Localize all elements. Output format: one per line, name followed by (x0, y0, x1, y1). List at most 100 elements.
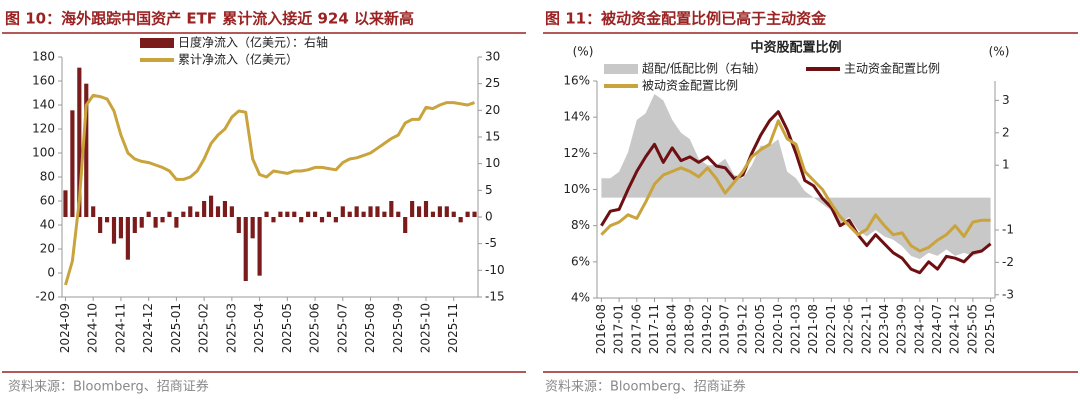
x-tick-label: 2024-02 (912, 304, 926, 354)
bar (202, 201, 207, 217)
bar (319, 217, 325, 223)
legend-swatch (604, 64, 638, 74)
x-tick-label: 2025-08 (363, 303, 377, 353)
y-tick-label: 10% (563, 182, 590, 196)
y-tick-label: 20 (40, 242, 55, 256)
bar (271, 217, 276, 223)
y-tick-label: 100 (32, 146, 55, 160)
bar (91, 206, 96, 217)
y2-tick-label: 25 (485, 76, 500, 90)
bar (146, 211, 151, 217)
y2-tick-label: -3 (1002, 287, 1014, 301)
y-tick-label: 0 (47, 266, 55, 280)
line (600, 119, 991, 253)
y-tick-label: 180 (32, 50, 55, 64)
bar (423, 201, 429, 217)
y-tick-label: -20 (35, 290, 55, 304)
source-note: 资料来源：Bloomberg、招商证券 (8, 379, 209, 395)
y2-tick-label: 10 (485, 156, 500, 170)
bar (299, 217, 304, 223)
y-tick-label: 4% (571, 291, 590, 305)
bar (403, 217, 408, 233)
bar (382, 211, 387, 217)
x-tick-label: 2025-07 (335, 303, 349, 353)
bar (437, 206, 442, 217)
y-tick-label: 80 (40, 170, 55, 184)
y2-tick-label: -5 (485, 236, 497, 250)
bar (222, 201, 228, 217)
y2-tick-label: -1 (1002, 222, 1014, 236)
y-tick-label: 6% (571, 254, 590, 268)
bar (451, 211, 456, 217)
bar (63, 190, 68, 217)
y-tick-label: 12% (563, 146, 590, 160)
x-tick-label: 2023-09 (895, 304, 909, 354)
figure-caption: 图 10：海外跟踪中国资产 ETF 累计流入接近 924 以来新高 (5, 10, 414, 28)
bar (174, 217, 179, 228)
x-tick-label: 2019-12 (735, 304, 749, 354)
y2-tick-label: 20 (485, 103, 500, 117)
bar (410, 201, 415, 217)
bar (229, 206, 234, 217)
x-tick-label: 2023-04 (877, 304, 891, 354)
legend-swatch (140, 38, 174, 48)
bar (306, 211, 311, 217)
x-tick-label: 2024-10 (86, 303, 100, 353)
x-tick-label: 2020-10 (771, 304, 785, 354)
bar (167, 211, 172, 217)
x-tick-label: 2017-06 (629, 304, 643, 354)
bar (326, 211, 332, 217)
bar (333, 217, 338, 223)
bar (132, 217, 137, 233)
figure-caption: 图 11：被动资金配置比例已高于主动资金 (545, 10, 827, 28)
bar (77, 67, 82, 218)
bar (98, 217, 103, 233)
bar (70, 110, 75, 217)
area (601, 94, 991, 260)
bar (368, 206, 373, 217)
bar (139, 217, 144, 228)
x-tick-label: 2025-10 (983, 304, 997, 354)
y-tick-label: 14% (563, 110, 590, 124)
x-tick-label: 2017-11 (647, 304, 661, 354)
legend-label: 主动资金配置比例 (844, 61, 940, 76)
chart-title: 中资股配置比例 (750, 40, 841, 56)
legend-label: 累计净流入（亿美元） (178, 52, 298, 67)
bar (104, 217, 110, 223)
y2-tick-label: 0 (485, 210, 493, 224)
bar (181, 211, 186, 217)
bar (472, 211, 477, 217)
x-tick-label: 2025-02 (197, 303, 211, 353)
x-tick-label: 2025-03 (224, 303, 238, 353)
x-tick-label: 2025-06 (308, 303, 322, 353)
y2-tick-label: -15 (485, 290, 505, 304)
y-tick-label: 60 (40, 194, 55, 208)
x-tick-label: 2019-07 (718, 304, 732, 354)
x-tick-label: 2021-03 (789, 304, 803, 354)
bar (389, 201, 394, 217)
y2-axis-label: (%) (989, 45, 1010, 59)
bar (257, 217, 262, 276)
y-tick-label: 120 (32, 122, 55, 136)
x-tick-label: 2019-02 (700, 304, 714, 354)
x-tick-label: 2016-08 (594, 304, 608, 354)
x-tick-label: 2020-05 (753, 304, 767, 354)
bar (292, 211, 297, 217)
bar (465, 211, 470, 217)
y-tick-label: 40 (40, 218, 55, 232)
y-tick-label: 140 (32, 98, 55, 112)
bar (430, 211, 436, 217)
x-tick-label: 2022-01 (824, 304, 838, 354)
bar (84, 83, 89, 218)
x-tick-label: 2024-11 (113, 303, 127, 353)
x-tick-label: 2025-10 (419, 303, 433, 353)
bar (236, 217, 241, 233)
bar (250, 217, 255, 239)
bar (444, 206, 449, 217)
bar (118, 217, 124, 239)
y2-tick-label: -2 (1002, 255, 1014, 269)
x-tick-label: 2024-12 (141, 303, 155, 353)
x-tick-label: 2025-05 (280, 303, 294, 353)
bar (125, 217, 130, 260)
bar (347, 211, 352, 217)
